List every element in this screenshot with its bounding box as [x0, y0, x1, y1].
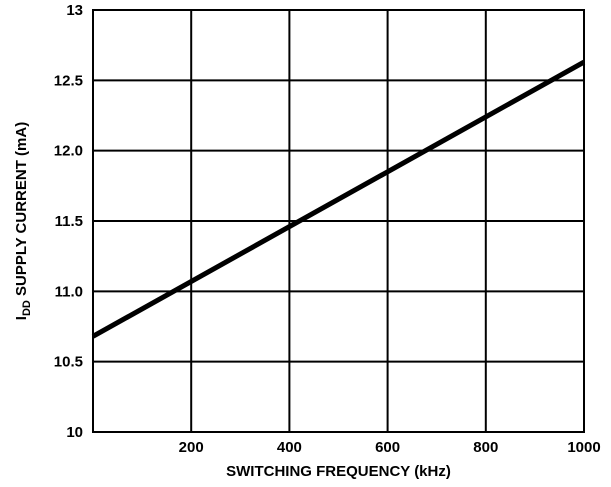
y-axis-title-main: I	[13, 316, 30, 320]
y-tick-label: 12.0	[54, 143, 83, 160]
plot-frame	[92, 9, 585, 433]
grid-lines	[93, 10, 584, 432]
y-tick-labels: 10 10.5 11.0 11.5 12.0 12.5 13	[54, 2, 83, 441]
series-line-0	[91, 59, 586, 339]
x-tick-label: 800	[473, 439, 498, 456]
y-tick-label: 12.5	[54, 72, 83, 89]
y-tick-label: 10.5	[54, 354, 83, 371]
y-axis-title-rest: SUPPLY CURRENT (mA)	[13, 122, 30, 300]
y-tick-label: 11.5	[55, 213, 83, 230]
y-tick-label: 13	[66, 2, 83, 19]
x-tick-label: 200	[179, 439, 204, 456]
y-axis-title: IDD SUPPLY CURRENT (mA)	[13, 122, 33, 320]
y-tick-label: 10	[66, 424, 83, 441]
y-axis-title-subscript: DD	[21, 300, 33, 316]
x-axis-title: SWITCHING FREQUENCY (kHz)	[226, 463, 451, 480]
series-layer	[91, 59, 586, 339]
x-tick-label: 1000	[567, 439, 600, 456]
x-tick-labels: 200 400 600 800 1000	[179, 439, 601, 456]
x-tick-label: 400	[277, 439, 302, 456]
y-tick-label: 11.0	[55, 283, 83, 300]
x-tick-label: 600	[375, 439, 400, 456]
